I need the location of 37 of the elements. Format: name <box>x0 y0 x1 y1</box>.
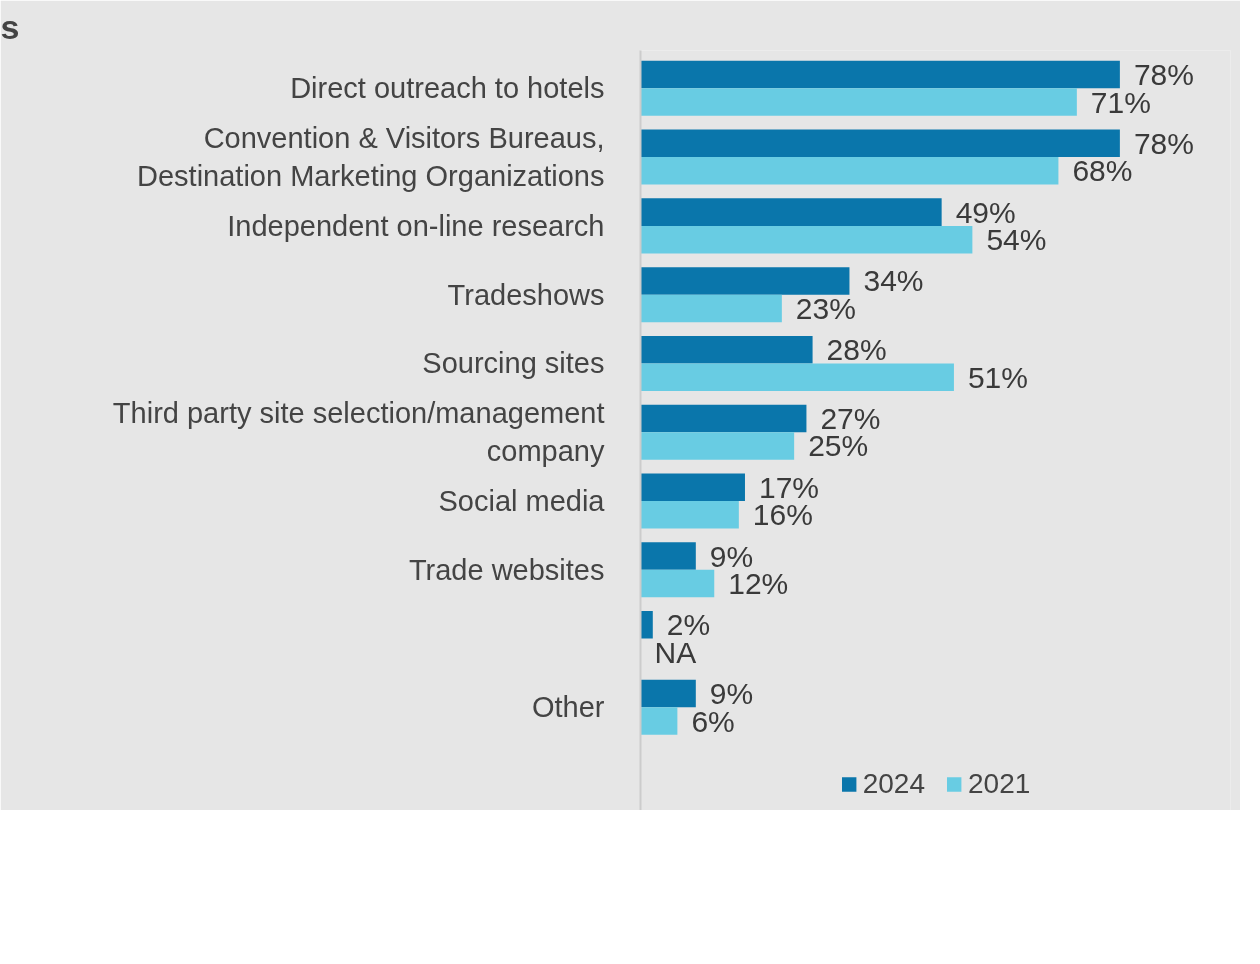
text: s <box>0 7 20 46</box>
bar <box>640 473 745 501</box>
data-label: 51% <box>967 360 1028 394</box>
y-tick-label: Other <box>531 691 605 724</box>
bar <box>640 335 813 364</box>
bar <box>640 198 942 226</box>
bar <box>640 611 653 639</box>
y-tick-label: Convention & Visitors Bureaus, Destination Marketing Organizations <box>137 121 605 193</box>
data-label: 68% <box>1072 154 1133 188</box>
y-tick-label: Independent on-line research <box>227 209 605 242</box>
bar <box>640 267 850 295</box>
data-label: 78% <box>1133 126 1194 160</box>
bar <box>640 501 739 529</box>
bar <box>640 363 954 391</box>
y-tick-label: Sourcing sites <box>422 347 605 380</box>
bar <box>640 225 973 254</box>
bar <box>640 157 1059 185</box>
y-tick-label: Social media <box>438 485 606 517</box>
bar <box>640 60 1120 89</box>
legend-label: 2021 <box>968 768 1031 800</box>
data-label: 28% <box>826 333 887 367</box>
bar <box>640 294 782 323</box>
bar <box>640 129 1120 158</box>
bar <box>640 88 1077 116</box>
data-label: 34% <box>863 264 924 298</box>
y-tick-label: Trade websites <box>408 553 605 586</box>
data-label: 23% <box>795 291 856 325</box>
bar <box>640 432 795 460</box>
y-tick-label: Third party site selection/management company <box>112 397 605 468</box>
bar <box>640 569 715 598</box>
y-tick-label: Direct outreach to hotels <box>290 72 605 105</box>
bar <box>640 707 678 735</box>
bar <box>640 679 696 708</box>
y-tick-label: Tradeshows <box>447 278 605 311</box>
bar <box>640 404 807 433</box>
legend-label: 2024 <box>862 768 925 800</box>
bar <box>640 542 696 570</box>
